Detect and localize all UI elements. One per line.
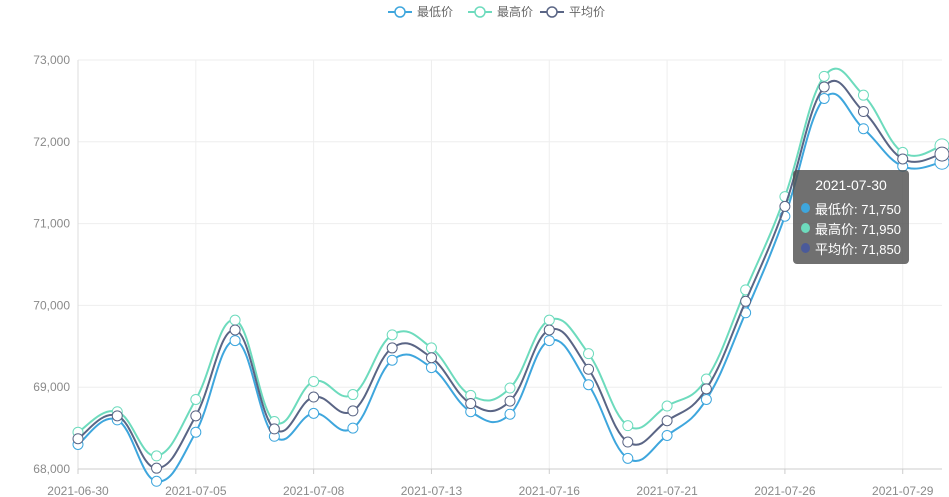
tooltip-avg-label: 平均价: 71,850 <box>815 241 901 257</box>
data-point[interactable] <box>583 363 595 375</box>
data-point[interactable] <box>583 379 595 391</box>
data-point[interactable] <box>347 422 359 434</box>
data-point[interactable] <box>583 348 595 360</box>
data-point[interactable] <box>190 426 202 438</box>
legend-item-avg[interactable]: 平均价 <box>540 5 605 19</box>
data-point[interactable] <box>504 382 516 394</box>
x-tick-label: 2021-06-30 <box>47 484 109 497</box>
y-tick-label: 70,000 <box>33 298 70 312</box>
y-tick-label: 71,000 <box>33 217 70 231</box>
data-point[interactable] <box>111 410 123 422</box>
x-tick-label: 2021-07-05 <box>165 484 227 497</box>
data-point[interactable] <box>661 415 673 427</box>
data-point[interactable] <box>897 153 909 165</box>
y-tick-label: 72,000 <box>33 135 70 149</box>
data-point[interactable] <box>425 342 437 354</box>
data-point[interactable] <box>308 375 320 387</box>
legend-label: 最低价 <box>417 5 453 19</box>
data-point[interactable] <box>779 200 791 212</box>
chart-legend[interactable]: 最低价 最高价 平均价 <box>388 4 605 19</box>
data-point[interactable] <box>268 423 280 435</box>
data-point[interactable] <box>308 407 320 419</box>
data-point[interactable] <box>818 92 830 104</box>
series-line-low <box>77 92 943 483</box>
data-point[interactable] <box>543 324 555 336</box>
data-point[interactable] <box>740 295 752 307</box>
data-point[interactable] <box>622 436 634 448</box>
low-series-dot-icon <box>801 203 810 213</box>
data-point[interactable] <box>934 146 949 162</box>
data-point[interactable] <box>622 452 634 464</box>
legend-label: 平均价 <box>569 5 605 19</box>
data-point[interactable] <box>465 398 477 410</box>
data-point[interactable] <box>857 123 869 135</box>
chart-axes: 68,000 69,000 70,000 71,000 72,000 73,000 2021… <box>33 53 942 497</box>
data-point[interactable] <box>229 324 241 336</box>
x-tick-label: 2021-07-08 <box>283 484 345 497</box>
series-low <box>72 92 949 487</box>
data-point[interactable] <box>190 393 202 405</box>
chart-series <box>72 67 949 487</box>
tooltip-row-high: 最高价: 71,950 <box>801 218 901 238</box>
data-point[interactable] <box>425 362 437 374</box>
y-tick-label: 69,000 <box>33 380 70 394</box>
legend-circle-icon <box>474 6 486 18</box>
x-tick-label: 2021-07-21 <box>636 484 698 497</box>
data-point[interactable] <box>229 335 241 347</box>
data-point[interactable] <box>543 314 555 326</box>
data-point[interactable] <box>386 342 398 354</box>
chart-tooltip: 2021-07-30 最低价: 71,750 最高价: 71,950 平均价: … <box>793 170 909 264</box>
x-tick-label: 2021-07-26 <box>754 484 816 497</box>
legend-item-low[interactable]: 最低价 <box>388 5 453 19</box>
legend-circle-icon <box>546 6 558 18</box>
data-point[interactable] <box>308 391 320 403</box>
x-tick-label: 2021-07-16 <box>519 484 581 497</box>
x-tick-label: 2021-07-29 <box>872 484 934 497</box>
data-point[interactable] <box>386 354 398 366</box>
series-line-avg <box>77 79 943 470</box>
data-point[interactable] <box>700 393 712 405</box>
legend-item-high[interactable]: 最高价 <box>468 4 533 19</box>
legend-circle-icon <box>394 6 406 18</box>
legend-label: 最高价 <box>497 4 533 19</box>
tooltip-low-label: 最低价: 71,750 <box>815 201 901 217</box>
x-tick-label: 2021-07-13 <box>401 484 463 497</box>
high-series-dot-icon <box>801 223 810 233</box>
data-point[interactable] <box>504 395 516 407</box>
y-tick-label: 68,000 <box>33 462 70 476</box>
avg-series-dot-icon <box>801 243 810 253</box>
data-point[interactable] <box>347 389 359 401</box>
tooltip-date: 2021-07-30 <box>815 177 887 193</box>
data-point[interactable] <box>818 81 830 93</box>
data-point[interactable] <box>543 335 555 347</box>
series-avg <box>72 79 949 474</box>
tooltip-high-label: 最高价: 71,950 <box>815 221 901 237</box>
data-point[interactable] <box>151 475 163 487</box>
data-point[interactable] <box>661 429 673 441</box>
tooltip-row-low: 最低价: 71,750 <box>801 198 901 218</box>
y-tick-label: 73,000 <box>33 53 70 67</box>
data-point[interactable] <box>151 450 163 462</box>
data-point[interactable] <box>229 314 241 326</box>
data-point[interactable] <box>190 410 202 422</box>
data-point[interactable] <box>151 462 163 474</box>
data-point[interactable] <box>504 408 516 420</box>
data-point[interactable] <box>622 420 634 432</box>
data-point[interactable] <box>700 383 712 395</box>
data-point[interactable] <box>386 329 398 341</box>
data-point[interactable] <box>425 352 437 364</box>
data-point[interactable] <box>857 89 869 101</box>
data-point[interactable] <box>818 70 830 82</box>
data-point[interactable] <box>857 106 869 118</box>
tooltip-row-avg: 平均价: 71,850 <box>801 238 901 258</box>
data-point[interactable] <box>347 405 359 417</box>
data-point[interactable] <box>72 433 84 445</box>
data-point[interactable] <box>661 400 673 412</box>
